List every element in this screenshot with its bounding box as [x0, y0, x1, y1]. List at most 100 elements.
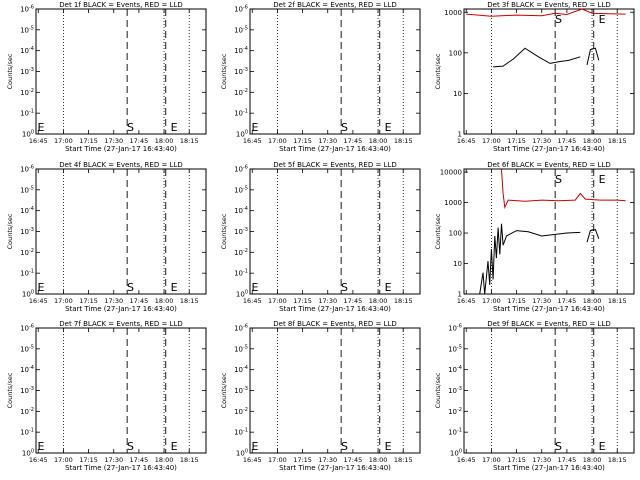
y-axis-label: Counts/sec [434, 213, 442, 249]
y-tick-label: 10-4 [20, 365, 34, 374]
y-axis-label: Counts/sec [6, 213, 14, 249]
y-tick-label: 100 [236, 290, 248, 299]
x-tick-label: 17:45 [558, 137, 577, 145]
y-tick-label: 100 [22, 290, 34, 299]
y-tick-label: 100 [22, 130, 34, 139]
x-tick-label: 18:00 [155, 456, 174, 464]
plot-frame [463, 168, 635, 295]
y-tick-label: 10-4 [448, 365, 462, 374]
y-axis-label: Counts/sec [220, 53, 228, 89]
x-tick-label: 17:15 [79, 456, 98, 464]
y-tick-label: 10-3 [20, 386, 34, 395]
plot-title: Det 4f BLACK = Events, RED = LLD [59, 161, 182, 169]
x-tick-label: 17:45 [344, 137, 363, 145]
x-axis-label: Start Time (27-Jan-17 16:43:40) [65, 305, 177, 313]
x-tick-label: 18:15 [180, 297, 199, 305]
x-axis-label: Start Time (27-Jan-17 16:43:40) [65, 145, 177, 153]
det-5-plot: Det 5f BLACK = Events, RED = LLD Counts/s… [220, 161, 421, 313]
x-tick-label: 16:45 [457, 456, 476, 464]
end-label-left: E [252, 440, 259, 453]
y-tick-label: 10-1 [234, 109, 248, 118]
y-tick-label: 10-5 [448, 344, 462, 353]
x-tick-label: 17:45 [130, 297, 149, 305]
end-label: E [385, 440, 392, 453]
y-tick-label: 10-1 [20, 428, 34, 437]
start-label: S [341, 281, 348, 294]
det-6-plot: Det 6f BLACK = Events, RED = LLD Counts/s… [434, 161, 635, 313]
y-tick-label: 10000 [440, 169, 462, 177]
y-axis-label: Counts/sec [6, 372, 14, 408]
y-tick-label: 10 [453, 260, 462, 268]
x-tick-label: 17:00 [482, 456, 501, 464]
y-tick-label: 10-6 [20, 5, 34, 14]
plot-frame [249, 168, 421, 295]
x-tick-label: 17:15 [293, 456, 312, 464]
y-tick-label: 100 [449, 230, 462, 238]
x-tick-label: 18:00 [583, 456, 602, 464]
start-label: S [127, 440, 134, 453]
y-axis-label: Counts/sec [6, 53, 14, 89]
y-tick-label: 10-6 [20, 165, 34, 174]
plot-frame [249, 327, 421, 454]
x-tick-label: 17:00 [268, 456, 287, 464]
y-tick-label: 100 [449, 49, 462, 57]
x-tick-label: 17:45 [344, 297, 363, 305]
y-tick-label: 1000 [444, 9, 462, 17]
y-tick-label: 10-1 [20, 269, 34, 278]
series-0-line [466, 8, 626, 17]
series-2-line [586, 229, 600, 243]
y-tick-label: 10-6 [234, 165, 248, 174]
y-tick-label: 100 [22, 449, 34, 458]
x-tick-label: 18:00 [369, 137, 388, 145]
x-tick-label: 17:00 [54, 297, 73, 305]
x-tick-label: 17:45 [344, 456, 363, 464]
det-8-plot: Det 8f BLACK = Events, RED = LLD Counts/s… [220, 320, 421, 472]
y-tick-label: 10-5 [20, 25, 34, 34]
y-tick-label: 10-3 [20, 67, 34, 76]
plot-title: Det 2f BLACK = Events, RED = LLD [273, 1, 396, 9]
x-tick-label: 17:30 [318, 297, 337, 305]
x-tick-label: 17:00 [54, 137, 73, 145]
start-label: S [341, 440, 348, 453]
plot-title: Det 8f BLACK = Events, RED = LLD [273, 320, 396, 328]
start-label: S [555, 173, 562, 186]
x-tick-label: 18:00 [583, 137, 602, 145]
plot-frame [463, 8, 635, 135]
det-7-plot: Det 7f BLACK = Events, RED = LLD Counts/s… [6, 320, 207, 472]
series-0-line [501, 169, 626, 210]
x-tick-label: 18:15 [180, 456, 199, 464]
x-tick-label: 18:00 [583, 297, 602, 305]
plot-frame [249, 8, 421, 135]
x-tick-label: 18:15 [608, 137, 627, 145]
y-tick-label: 1 [458, 291, 462, 299]
y-tick-label: 1000 [444, 199, 462, 207]
y-tick-label: 1 [458, 131, 462, 139]
start-label: S [555, 13, 562, 26]
x-axis-label: Start Time (27-Jan-17 16:43:40) [279, 464, 391, 472]
x-tick-label: 16:45 [243, 456, 262, 464]
plot-title: Det 9f BLACK = Events, RED = LLD [487, 320, 610, 328]
y-tick-label: 10-5 [20, 344, 34, 353]
y-tick-label: 10-2 [20, 88, 34, 97]
x-axis-label: Start Time (27-Jan-17 16:43:40) [493, 305, 605, 313]
y-tick-label: 100 [450, 449, 462, 458]
y-tick-label: 10-3 [234, 227, 248, 236]
end-label-left: E [252, 281, 259, 294]
y-tick-label: 10-1 [234, 428, 248, 437]
y-tick-label: 10-2 [448, 407, 462, 416]
x-tick-label: 16:45 [29, 297, 48, 305]
x-tick-label: 16:45 [457, 297, 476, 305]
y-axis-label: Counts/sec [434, 372, 442, 408]
plot-frame [463, 327, 635, 454]
plot-title: Det 7f BLACK = Events, RED = LLD [59, 320, 182, 328]
x-tick-label: 17:15 [507, 297, 526, 305]
x-tick-label: 17:15 [507, 137, 526, 145]
start-label: S [127, 281, 134, 294]
x-tick-label: 18:00 [155, 297, 174, 305]
x-tick-label: 17:45 [130, 137, 149, 145]
x-axis-label: Start Time (27-Jan-17 16:43:40) [279, 145, 391, 153]
x-tick-label: 18:15 [394, 297, 413, 305]
x-tick-label: 17:15 [79, 297, 98, 305]
y-axis-label: Counts/sec [220, 213, 228, 249]
